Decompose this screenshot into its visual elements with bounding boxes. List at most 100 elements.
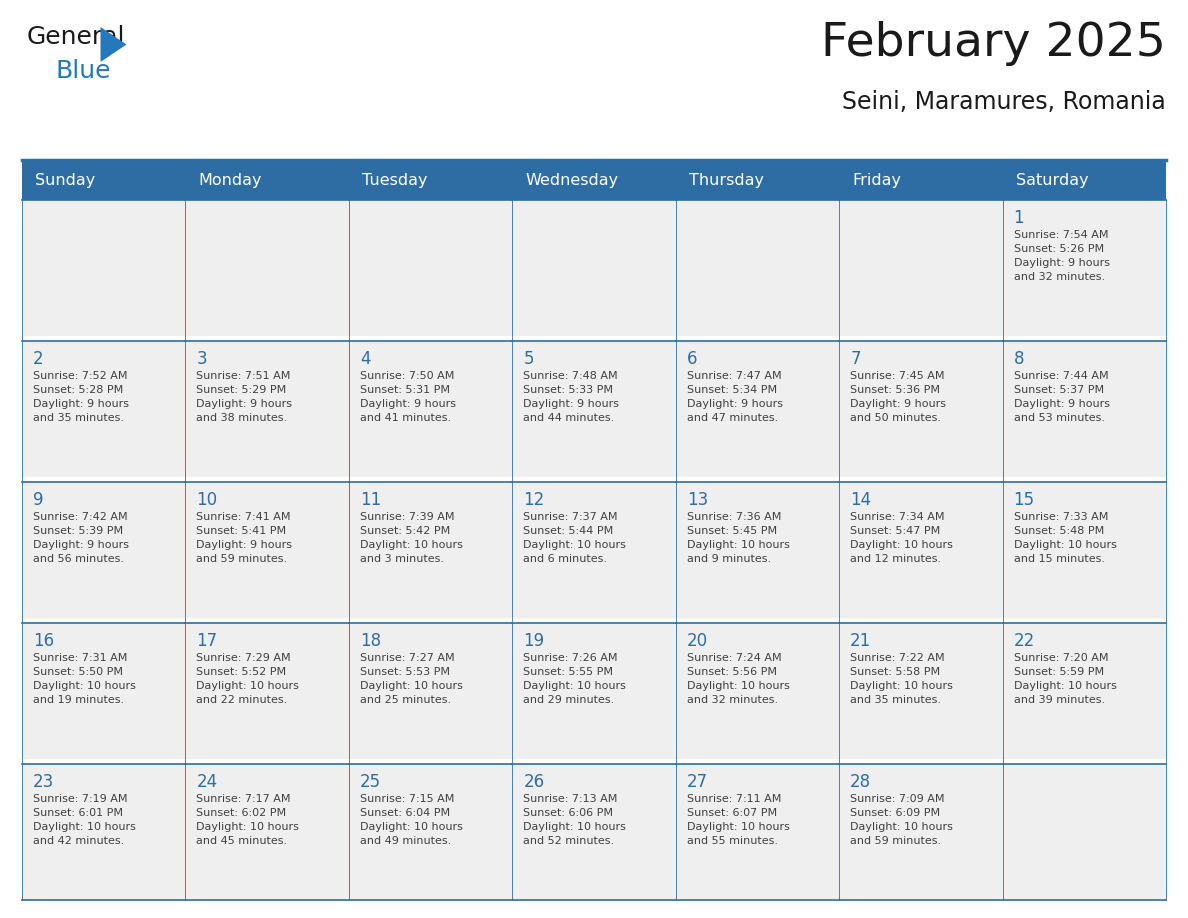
Text: Sunrise: 7:52 AM
Sunset: 5:28 PM
Daylight: 9 hours
and 35 minutes.: Sunrise: 7:52 AM Sunset: 5:28 PM Dayligh…: [33, 371, 129, 423]
Bar: [23, 623, 185, 759]
Text: Sunrise: 7:26 AM
Sunset: 5:55 PM
Daylight: 10 hours
and 29 minutes.: Sunrise: 7:26 AM Sunset: 5:55 PM Dayligh…: [523, 654, 626, 705]
Text: Sunrise: 7:48 AM
Sunset: 5:33 PM
Daylight: 9 hours
and 44 minutes.: Sunrise: 7:48 AM Sunset: 5:33 PM Dayligh…: [523, 371, 619, 423]
Bar: [23, 482, 185, 618]
Text: Thursday: Thursday: [689, 173, 764, 187]
Text: Sunrise: 7:17 AM
Sunset: 6:02 PM
Daylight: 10 hours
and 45 minutes.: Sunrise: 7:17 AM Sunset: 6:02 PM Dayligh…: [196, 794, 299, 846]
Text: Sunrise: 7:51 AM
Sunset: 5:29 PM
Daylight: 9 hours
and 38 minutes.: Sunrise: 7:51 AM Sunset: 5:29 PM Dayligh…: [196, 371, 292, 423]
Text: 6: 6: [687, 350, 697, 368]
Text: Sunrise: 7:22 AM
Sunset: 5:58 PM
Daylight: 10 hours
and 35 minutes.: Sunrise: 7:22 AM Sunset: 5:58 PM Dayligh…: [851, 654, 953, 705]
Text: 17: 17: [196, 633, 217, 650]
Text: Sunrise: 7:47 AM
Sunset: 5:34 PM
Daylight: 9 hours
and 47 minutes.: Sunrise: 7:47 AM Sunset: 5:34 PM Dayligh…: [687, 371, 783, 423]
Bar: [185, 482, 349, 618]
Text: 23: 23: [33, 773, 55, 791]
Bar: [676, 341, 839, 476]
Text: Friday: Friday: [852, 173, 902, 187]
Bar: [23, 341, 185, 476]
Bar: [512, 200, 676, 336]
Bar: [23, 200, 185, 336]
Text: Sunrise: 7:19 AM
Sunset: 6:01 PM
Daylight: 10 hours
and 42 minutes.: Sunrise: 7:19 AM Sunset: 6:01 PM Dayligh…: [33, 794, 135, 846]
Text: Sunrise: 7:27 AM
Sunset: 5:53 PM
Daylight: 10 hours
and 25 minutes.: Sunrise: 7:27 AM Sunset: 5:53 PM Dayligh…: [360, 654, 463, 705]
Polygon shape: [101, 27, 126, 62]
Text: Blue: Blue: [56, 59, 112, 83]
Text: Sunrise: 7:54 AM
Sunset: 5:26 PM
Daylight: 9 hours
and 32 minutes.: Sunrise: 7:54 AM Sunset: 5:26 PM Dayligh…: [1013, 230, 1110, 282]
Bar: [185, 623, 349, 759]
Text: 13: 13: [687, 491, 708, 509]
Text: Sunrise: 7:29 AM
Sunset: 5:52 PM
Daylight: 10 hours
and 22 minutes.: Sunrise: 7:29 AM Sunset: 5:52 PM Dayligh…: [196, 654, 299, 705]
Text: Sunrise: 7:13 AM
Sunset: 6:06 PM
Daylight: 10 hours
and 52 minutes.: Sunrise: 7:13 AM Sunset: 6:06 PM Dayligh…: [523, 794, 626, 846]
Bar: [1003, 623, 1165, 759]
Text: 4: 4: [360, 350, 371, 368]
Text: Sunrise: 7:37 AM
Sunset: 5:44 PM
Daylight: 10 hours
and 6 minutes.: Sunrise: 7:37 AM Sunset: 5:44 PM Dayligh…: [523, 512, 626, 565]
Bar: [1003, 765, 1165, 900]
Bar: [676, 765, 839, 900]
Text: Sunrise: 7:39 AM
Sunset: 5:42 PM
Daylight: 10 hours
and 3 minutes.: Sunrise: 7:39 AM Sunset: 5:42 PM Dayligh…: [360, 512, 463, 565]
Text: 15: 15: [1013, 491, 1035, 509]
Bar: [512, 482, 676, 618]
Bar: [512, 765, 676, 900]
Text: 8: 8: [1013, 350, 1024, 368]
Text: 11: 11: [360, 491, 381, 509]
Text: 27: 27: [687, 773, 708, 791]
Text: Sunrise: 7:09 AM
Sunset: 6:09 PM
Daylight: 10 hours
and 59 minutes.: Sunrise: 7:09 AM Sunset: 6:09 PM Dayligh…: [851, 794, 953, 846]
Text: Sunrise: 7:11 AM
Sunset: 6:07 PM
Daylight: 10 hours
and 55 minutes.: Sunrise: 7:11 AM Sunset: 6:07 PM Dayligh…: [687, 794, 790, 846]
Text: Sunrise: 7:42 AM
Sunset: 5:39 PM
Daylight: 9 hours
and 56 minutes.: Sunrise: 7:42 AM Sunset: 5:39 PM Dayligh…: [33, 512, 129, 565]
Bar: [185, 341, 349, 476]
Bar: [349, 200, 512, 336]
Text: 24: 24: [196, 773, 217, 791]
Text: 14: 14: [851, 491, 871, 509]
Bar: [839, 623, 1003, 759]
Text: Sunrise: 7:41 AM
Sunset: 5:41 PM
Daylight: 9 hours
and 59 minutes.: Sunrise: 7:41 AM Sunset: 5:41 PM Dayligh…: [196, 512, 292, 565]
Text: 12: 12: [523, 491, 544, 509]
Bar: [676, 200, 839, 336]
Text: Sunrise: 7:20 AM
Sunset: 5:59 PM
Daylight: 10 hours
and 39 minutes.: Sunrise: 7:20 AM Sunset: 5:59 PM Dayligh…: [1013, 654, 1117, 705]
Text: Sunrise: 7:33 AM
Sunset: 5:48 PM
Daylight: 10 hours
and 15 minutes.: Sunrise: 7:33 AM Sunset: 5:48 PM Dayligh…: [1013, 512, 1117, 565]
Bar: [839, 341, 1003, 476]
Bar: [185, 765, 349, 900]
Text: 1: 1: [1013, 209, 1024, 227]
Text: 7: 7: [851, 350, 860, 368]
Text: February 2025: February 2025: [821, 21, 1165, 66]
Text: 26: 26: [523, 773, 544, 791]
Text: Sunday: Sunday: [34, 173, 95, 187]
Text: Tuesday: Tuesday: [362, 173, 428, 187]
Text: Sunrise: 7:44 AM
Sunset: 5:37 PM
Daylight: 9 hours
and 53 minutes.: Sunrise: 7:44 AM Sunset: 5:37 PM Dayligh…: [1013, 371, 1110, 423]
Text: Sunrise: 7:15 AM
Sunset: 6:04 PM
Daylight: 10 hours
and 49 minutes.: Sunrise: 7:15 AM Sunset: 6:04 PM Dayligh…: [360, 794, 463, 846]
Text: 18: 18: [360, 633, 381, 650]
Text: 19: 19: [523, 633, 544, 650]
Text: General: General: [27, 25, 126, 49]
Text: 21: 21: [851, 633, 871, 650]
Text: Monday: Monday: [198, 173, 261, 187]
Text: Saturday: Saturday: [1016, 173, 1088, 187]
Bar: [839, 200, 1003, 336]
Text: 22: 22: [1013, 633, 1035, 650]
Bar: [349, 765, 512, 900]
Bar: [676, 482, 839, 618]
Bar: [349, 623, 512, 759]
Text: 2: 2: [33, 350, 44, 368]
Text: Wednesday: Wednesday: [525, 173, 619, 187]
Bar: [839, 765, 1003, 900]
Bar: [512, 341, 676, 476]
Bar: [1003, 200, 1165, 336]
Bar: [1003, 482, 1165, 618]
Text: Sunrise: 7:31 AM
Sunset: 5:50 PM
Daylight: 10 hours
and 19 minutes.: Sunrise: 7:31 AM Sunset: 5:50 PM Dayligh…: [33, 654, 135, 705]
Text: 9: 9: [33, 491, 44, 509]
Text: Sunrise: 7:24 AM
Sunset: 5:56 PM
Daylight: 10 hours
and 32 minutes.: Sunrise: 7:24 AM Sunset: 5:56 PM Dayligh…: [687, 654, 790, 705]
Text: Seini, Maramures, Romania: Seini, Maramures, Romania: [842, 90, 1165, 114]
Bar: [512, 623, 676, 759]
Bar: [1003, 341, 1165, 476]
Bar: [23, 160, 1165, 200]
Text: 5: 5: [523, 350, 533, 368]
Text: 3: 3: [196, 350, 207, 368]
Text: Sunrise: 7:36 AM
Sunset: 5:45 PM
Daylight: 10 hours
and 9 minutes.: Sunrise: 7:36 AM Sunset: 5:45 PM Dayligh…: [687, 512, 790, 565]
Bar: [23, 765, 185, 900]
Text: 28: 28: [851, 773, 871, 791]
Text: 16: 16: [33, 633, 55, 650]
Bar: [676, 623, 839, 759]
Text: Sunrise: 7:34 AM
Sunset: 5:47 PM
Daylight: 10 hours
and 12 minutes.: Sunrise: 7:34 AM Sunset: 5:47 PM Dayligh…: [851, 512, 953, 565]
Bar: [185, 200, 349, 336]
Bar: [839, 482, 1003, 618]
Text: 10: 10: [196, 491, 217, 509]
Bar: [349, 341, 512, 476]
Text: 20: 20: [687, 633, 708, 650]
